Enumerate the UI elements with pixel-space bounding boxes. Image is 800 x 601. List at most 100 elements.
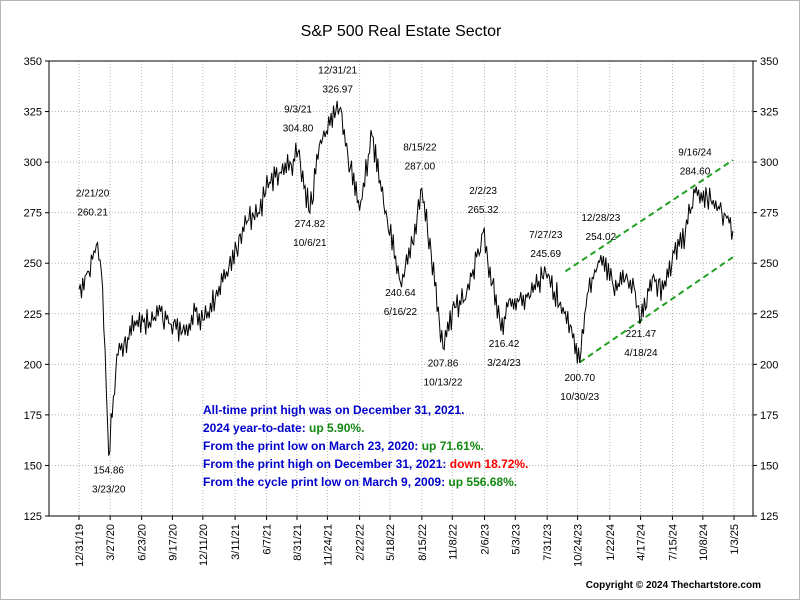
x-tick-label: 11/24/21 <box>322 524 334 566</box>
y-axis-right: 125 150 175 200 225 250 275 300 325 350 <box>753 56 778 523</box>
annotation-date: 10/6/21 <box>293 238 327 249</box>
info-line: From the print high on December 31, 2021… <box>203 457 528 471</box>
x-tick-label: 1/22/24 <box>605 524 617 561</box>
x-tick-label: 12/11/20 <box>198 524 210 566</box>
info-segment: up 556.68%. <box>448 475 517 489</box>
annotation-date: 7/27/23 <box>529 230 563 241</box>
x-tick-label: 5/3/23 <box>510 524 522 555</box>
y-tick-label-left: 225 <box>24 309 42 321</box>
annotation-value: 221.47 <box>626 329 657 340</box>
info-box: All-time print high was on December 31, … <box>203 403 528 489</box>
info-line: All-time print high was on December 31, … <box>203 403 464 417</box>
annotation-value: 154.86 <box>93 466 124 477</box>
info-segment: From the cycle print low on March 9, 200… <box>203 475 448 489</box>
trend-line <box>579 256 734 364</box>
info-segment: All-time print high was on December 31, … <box>203 403 464 417</box>
y-tick-label-left: 125 <box>24 511 42 523</box>
x-tick-label: 3/27/20 <box>105 524 117 561</box>
annotation-value: 304.80 <box>283 123 314 134</box>
y-axis-left: 125 150 175 200 225 250 275 300 325 350 <box>24 56 49 523</box>
price-series <box>78 100 734 456</box>
annotation-date: 8/15/22 <box>403 142 437 153</box>
y-tick-label-right: 275 <box>760 208 778 220</box>
x-tick-label: 2/6/23 <box>480 524 492 555</box>
info-segment: up 5.90%. <box>309 421 364 435</box>
info-segment: From the print low on March 23, 2020: <box>203 439 422 453</box>
copyright-text: Copyright © 2024 Thechartstore.com <box>586 580 761 591</box>
series-line <box>78 100 734 456</box>
info-line: From the print low on March 23, 2020: up… <box>203 439 484 453</box>
x-tick-label: 6/7/21 <box>262 524 274 555</box>
plot-area-border <box>48 60 754 517</box>
annotation-date: 2/21/20 <box>76 189 110 200</box>
y-tick-label-right: 125 <box>760 511 778 523</box>
y-tick-label-left: 200 <box>24 359 42 371</box>
x-tick-label: 10/8/24 <box>698 524 710 561</box>
info-segment: From the print high on December 31, 2021… <box>203 457 450 471</box>
annotation-value: 260.21 <box>77 208 108 219</box>
y-tick-label-left: 325 <box>24 107 42 119</box>
info-segment: up 71.61%. <box>422 439 484 453</box>
annotations: 2/21/20 260.21 154.86 3/23/20 9/3/21 304.80 27… <box>76 66 712 496</box>
x-tick-label: 11/8/22 <box>447 524 459 560</box>
info-segment: down 18.72%. <box>450 457 529 471</box>
annotation-date: 9/3/21 <box>284 104 312 115</box>
annotation-value: 265.32 <box>468 205 499 216</box>
annotation-value: 284.60 <box>680 166 711 177</box>
annotation-date: 10/30/23 <box>560 392 599 403</box>
x-tick-label: 4/17/24 <box>636 524 648 561</box>
annotation-date: 3/24/23 <box>487 358 521 369</box>
x-tick-label: 5/18/22 <box>385 524 397 561</box>
x-tick-label: 2/22/22 <box>355 524 367 561</box>
y-tick-label-right: 175 <box>760 410 778 422</box>
annotation-value: 240.64 <box>385 288 416 299</box>
x-tick-label: 1/3/25 <box>729 524 741 555</box>
y-tick-label-left: 275 <box>24 208 42 220</box>
annotation-date: 3/23/20 <box>92 485 126 496</box>
y-tick-label-right: 350 <box>760 56 778 68</box>
annotation-value: 326.97 <box>322 85 353 96</box>
annotation-value: 207.86 <box>428 358 459 369</box>
annotation-value: 287.00 <box>405 161 436 172</box>
x-tick-label: 6/23/20 <box>137 524 149 561</box>
x-tick-label: 9/17/20 <box>167 524 179 561</box>
x-tick-label: 7/31/23 <box>542 524 554 561</box>
annotation-date: 4/18/24 <box>624 348 658 359</box>
x-tick-label: 12/31/19 <box>74 524 86 567</box>
y-tick-label-left: 250 <box>24 258 42 270</box>
y-tick-label-right: 200 <box>760 359 778 371</box>
y-tick-label-right: 150 <box>760 460 778 472</box>
annotation-date: 10/13/22 <box>424 377 463 388</box>
x-axis: 12/31/19 3/27/20 6/23/20 9/17/20 12/11/20 3/1… <box>74 516 741 567</box>
y-tick-label-left: 300 <box>24 157 42 169</box>
x-tick-label: 7/15/24 <box>667 524 679 561</box>
x-tick-label: 8/15/22 <box>417 524 429 561</box>
info-segment: 2024 year-to-date: <box>203 421 309 435</box>
y-tick-label-left: 175 <box>24 410 42 422</box>
trend-line <box>564 159 734 273</box>
annotation-date: 12/28/23 <box>581 213 620 224</box>
grid-lines <box>49 60 753 517</box>
trend-channel <box>564 159 734 364</box>
x-tick-label: 10/24/23 <box>573 524 585 567</box>
info-line: From the cycle print low on March 9, 200… <box>203 475 517 489</box>
x-tick-label: 8/31/21 <box>292 524 304 561</box>
y-tick-label-right: 225 <box>760 309 778 321</box>
y-tick-label-right: 325 <box>760 107 778 119</box>
annotation-date: 2/2/23 <box>469 186 497 197</box>
y-tick-label-left: 350 <box>24 56 42 68</box>
y-tick-label-left: 150 <box>24 460 42 472</box>
annotation-value: 245.69 <box>530 249 561 260</box>
annotation-value: 274.82 <box>295 219 326 230</box>
info-line: 2024 year-to-date: up 5.90%. <box>203 421 364 435</box>
annotation-date: 6/16/22 <box>384 307 418 318</box>
annotation-value: 200.70 <box>564 373 595 384</box>
y-tick-label-right: 300 <box>760 157 778 169</box>
y-tick-label-right: 250 <box>760 258 778 270</box>
x-tick-label: 3/11/21 <box>230 524 242 560</box>
annotation-value: 216.42 <box>489 339 520 350</box>
annotation-date: 12/31/21 <box>318 66 357 77</box>
annotation-value: 254.02 <box>586 232 617 243</box>
